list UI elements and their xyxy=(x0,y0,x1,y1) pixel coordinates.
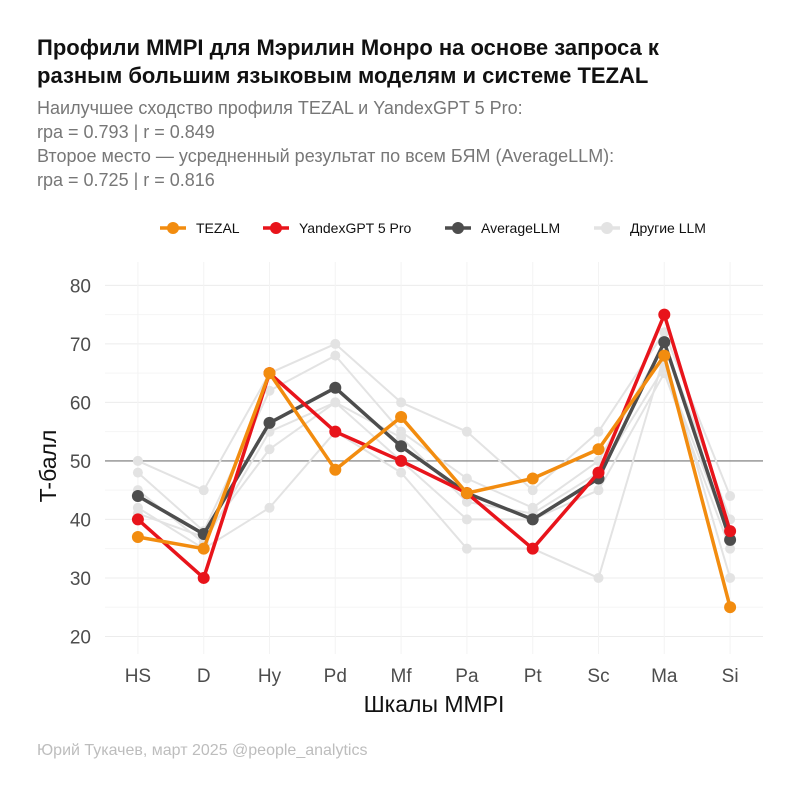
yandexgpt-5-pro-point xyxy=(131,513,144,526)
other-llm-1-line xyxy=(136,331,732,498)
y-axis-title: T-балл xyxy=(35,430,61,503)
other-llm-2-point xyxy=(264,385,275,396)
chart-title-line-1: Профили MMPI для Мэрилин Монро на основе… xyxy=(37,35,659,60)
yandexgpt-5-pro-point xyxy=(395,454,408,467)
legend-averagellm-marker xyxy=(452,222,464,234)
other-llm-4-point xyxy=(396,467,407,478)
averagellm-point xyxy=(395,440,408,453)
other-llm-3-point xyxy=(593,485,604,496)
other-llm-1-point xyxy=(725,491,736,502)
other-llm-1-point xyxy=(593,426,604,437)
x-tick-label: Hy xyxy=(258,666,282,687)
subtitle-line-1: Наилучшее сходство профиля TEZAL и Yande… xyxy=(37,98,523,118)
legend-другие-llm-label: Другие LLM xyxy=(630,220,706,236)
other-llm-1-point xyxy=(659,327,670,338)
other-llm-1-point xyxy=(461,426,472,437)
x-tick-label: Pd xyxy=(324,666,347,687)
x-tick-label: HS xyxy=(125,666,151,687)
tezal-point xyxy=(263,367,276,380)
averagellm-point xyxy=(658,336,671,349)
other-llm-5-point xyxy=(461,496,472,507)
x-tick-label: Pa xyxy=(455,666,479,687)
averagellm-point xyxy=(526,513,539,526)
chart-subtitle: Наилучшее сходство профиля TEZAL и Yande… xyxy=(37,96,777,192)
y-tick-label: 60 xyxy=(70,393,91,414)
chart-caption: Юрий Тукачев, март 2025 @people_analytic… xyxy=(37,742,368,759)
other-llm-5-point xyxy=(396,432,407,443)
x-tick-label: D xyxy=(197,666,211,687)
other-llm-4-line xyxy=(136,354,732,579)
other-llm-3-point xyxy=(725,543,736,554)
y-tick-label: 50 xyxy=(70,452,91,473)
legend-averagellm-label: AverageLLM xyxy=(481,220,560,236)
tezal-point xyxy=(131,530,144,543)
chart-title: Профили MMPI для Мэрилин Монро на основе… xyxy=(37,34,777,90)
yandexgpt-5-pro-point xyxy=(724,525,737,538)
tezal-point xyxy=(724,601,737,614)
legend-tezal-label: TEZAL xyxy=(196,220,240,236)
averagellm-point xyxy=(329,381,342,394)
y-tick-label: 30 xyxy=(70,569,91,590)
legend-yandexgpt-5-pro-marker xyxy=(270,222,282,234)
other-llm-1-point xyxy=(527,485,538,496)
x-tick-label: Ma xyxy=(651,666,678,687)
legend-yandexgpt-5-pro-label: YandexGPT 5 Pro xyxy=(299,220,412,236)
other-llm-4-point xyxy=(725,572,736,583)
chart-title-line-2: разным большим языковым моделям и систем… xyxy=(37,63,649,88)
tezal-point xyxy=(329,463,342,476)
subtitle-line-2: rpa = 0.793 | r = 0.849 xyxy=(37,122,215,142)
other-llm-5-point xyxy=(330,397,341,408)
tezal-point xyxy=(658,349,671,362)
yandexgpt-5-pro-point xyxy=(197,571,210,584)
y-tick-label: 80 xyxy=(70,276,91,297)
other-llm-2-point xyxy=(461,473,472,484)
tezal-point xyxy=(395,411,408,424)
averagellm-point xyxy=(724,533,737,546)
other-llm-5-point xyxy=(264,444,275,455)
yandexgpt-5-pro-point xyxy=(329,425,342,438)
other-llm-3-point xyxy=(461,514,472,525)
other-llm-4-point xyxy=(264,502,275,513)
yandexgpt-5-pro-line xyxy=(136,312,732,580)
tezal-point xyxy=(197,542,210,555)
x-axis-title: Шкалы MMPI xyxy=(364,691,505,717)
x-tick-label: Mf xyxy=(391,666,413,687)
legend-другие-llm-marker xyxy=(601,222,613,234)
x-tick-label: Sc xyxy=(587,666,609,687)
legend-tezal-marker xyxy=(167,222,179,234)
other-llm-4-point xyxy=(593,572,604,583)
tezal-point xyxy=(460,487,473,500)
tezal-line xyxy=(136,353,732,609)
x-tick-label: Pt xyxy=(524,666,543,687)
other-llm-4-point xyxy=(461,543,472,554)
yandexgpt-5-pro-point xyxy=(592,466,605,479)
y-tick-label: 70 xyxy=(70,335,91,356)
yandexgpt-5-pro-point xyxy=(526,542,539,555)
other-llm-2-point xyxy=(132,467,143,478)
other-llm-2-point xyxy=(330,350,341,361)
other-llm-3-line xyxy=(136,372,732,550)
other-llm-1-point xyxy=(198,485,209,496)
x-tick-label: Si xyxy=(722,666,739,687)
other-llm-1-point xyxy=(396,397,407,408)
other-llm-1-point xyxy=(330,338,341,349)
other-llm-1-point xyxy=(132,455,143,466)
averagellm-point xyxy=(131,490,144,503)
averagellm-point xyxy=(263,416,276,429)
tezal-point xyxy=(592,443,605,456)
y-tick-label: 20 xyxy=(70,627,91,648)
y-tick-label: 40 xyxy=(70,510,91,531)
tezal-point xyxy=(526,472,539,485)
subtitle-line-4: rpa = 0.725 | r = 0.816 xyxy=(37,170,215,190)
yandexgpt-5-pro-point xyxy=(658,308,671,321)
subtitle-line-3: Второе место — усредненный результат по … xyxy=(37,146,615,166)
